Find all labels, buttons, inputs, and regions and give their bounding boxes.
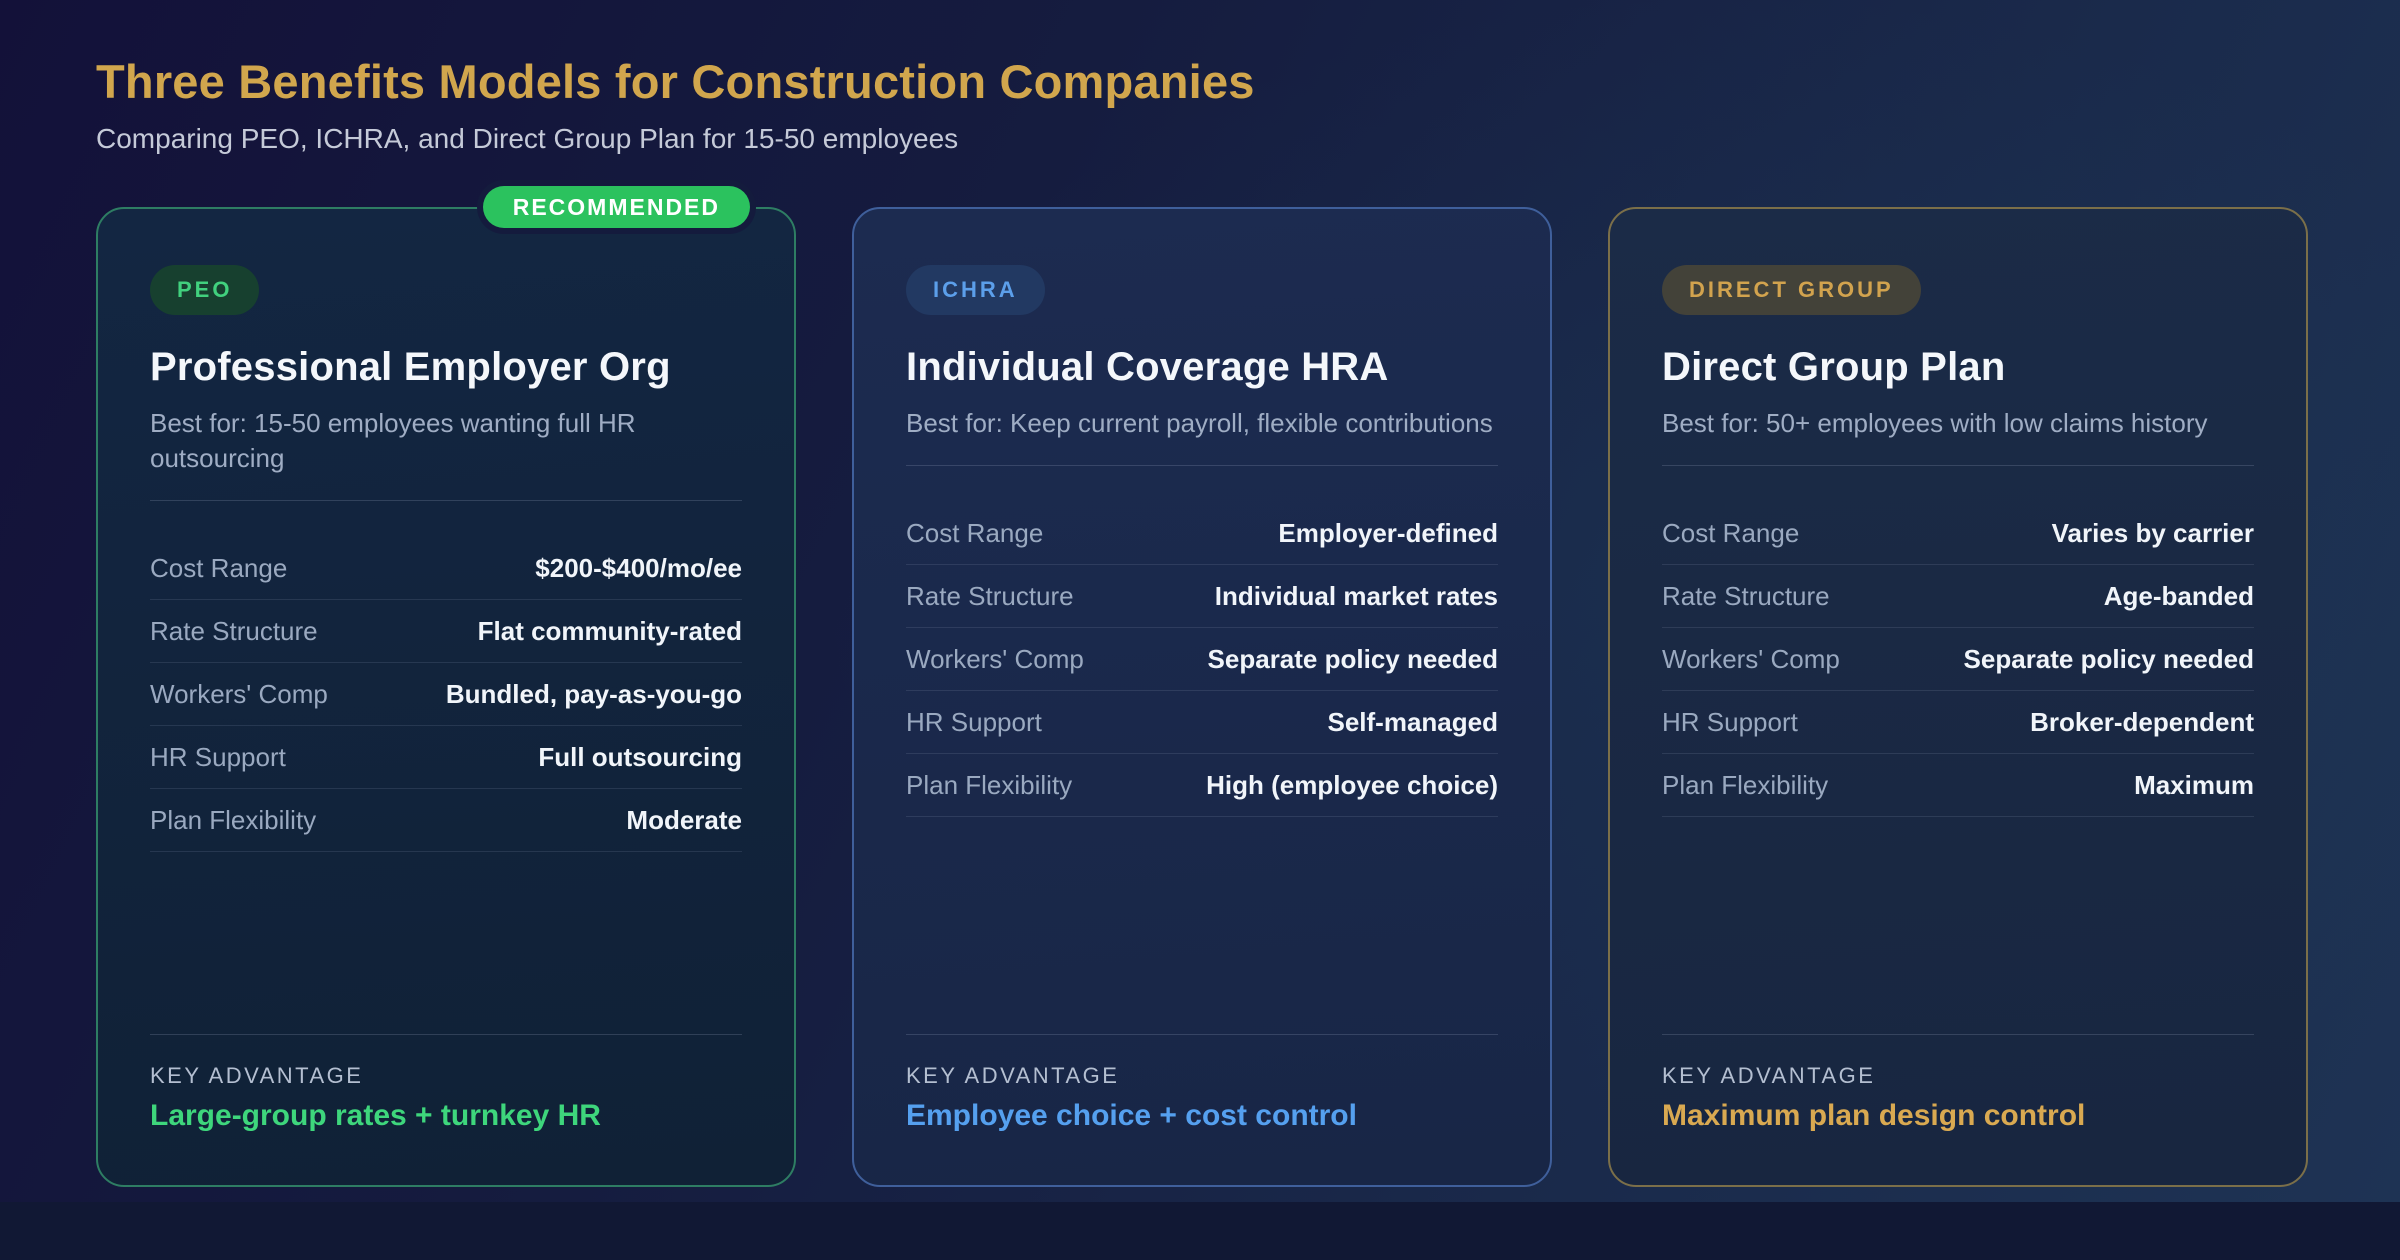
feature-label: Plan Flexibility <box>906 769 1073 800</box>
page-header: Three Benefits Models for Construction C… <box>96 55 2308 157</box>
feature-value: Individual market rates <box>1214 580 1498 611</box>
feature-value: $200-$400/mo/ee <box>535 552 742 583</box>
feature-value: Maximum <box>2134 769 2254 800</box>
feature-value: Separate policy needed <box>1963 643 2254 674</box>
card-title-direct-group: Direct Group Plan <box>1662 345 2006 390</box>
feature-value: Separate policy needed <box>1207 643 1498 674</box>
feature-value: Employer-defined <box>1278 517 1498 548</box>
features-table-ichra: Cost Range Employer-defined Rate Structu… <box>906 502 1499 818</box>
feature-label: Plan Flexibility <box>150 804 317 835</box>
feature-row: Rate Structure Flat community-rated <box>150 600 742 664</box>
key-advantage-label: KEY ADVANTAGE <box>1662 1063 1876 1089</box>
feature-value: Full outsourcing <box>538 741 742 772</box>
divider <box>1662 465 2254 467</box>
feature-row: Plan Flexibility Moderate <box>150 789 742 853</box>
feature-row: HR Support Full outsourcing <box>150 726 742 790</box>
feature-label: HR Support <box>150 741 286 772</box>
divider <box>906 1034 1498 1036</box>
plan-type-badge-peo: PEO <box>150 265 260 316</box>
spacer <box>906 817 1498 1034</box>
page-title: Three Benefits Models for Construction C… <box>96 55 1255 108</box>
best-for-peo: Best for: 15-50 employees wanting full H… <box>150 408 636 474</box>
features-table-peo: Cost Range $200-$400/mo/ee Rate Structur… <box>150 537 742 853</box>
key-advantage-text-ichra: Employee choice + cost control <box>906 1099 1357 1133</box>
feature-row: Plan Flexibility High (employee choice) <box>906 754 1498 818</box>
feature-value: Self-managed <box>1327 706 1499 737</box>
feature-row: Rate Structure Age-banded <box>1662 565 2254 629</box>
feature-label: HR Support <box>906 706 1042 737</box>
feature-row: Cost Range Employer-defined <box>906 502 1498 566</box>
feature-row: Cost Range Varies by carrier <box>1662 502 2254 566</box>
card-title-peo: Professional Employer Org <box>150 345 671 390</box>
feature-label: Plan Flexibility <box>1662 769 1829 800</box>
feature-row: HR Support Self-managed <box>906 691 1499 755</box>
feature-label: Cost Range <box>150 552 288 583</box>
card-ichra: ICHRA Individual Coverage HRA Best for: … <box>852 207 1552 1188</box>
recommended-badge: RECOMMENDED <box>482 186 750 229</box>
card-direct-group: DIRECT GROUP Direct Group Plan Best for:… <box>1608 207 2308 1188</box>
page-subtitle: Comparing PEO, ICHRA, and Direct Group P… <box>96 122 959 154</box>
plan-type-badge-direct-group: DIRECT GROUP <box>1662 265 1921 316</box>
key-advantage-text-direct-group: Maximum plan design control <box>1662 1099 2086 1133</box>
cards-row: RECOMMENDED PEO Professional Employer Or… <box>96 186 2308 1188</box>
feature-label: Workers' Comp <box>1662 643 1840 674</box>
spacer <box>1662 817 2254 1034</box>
feature-label: Rate Structure <box>150 615 318 646</box>
footer-strip <box>0 1202 2400 1260</box>
feature-row: Workers' Comp Separate policy needed <box>1662 628 2254 692</box>
feature-row: Plan Flexibility Maximum <box>1662 754 2254 818</box>
page: Three Benefits Models for Construction C… <box>96 55 2308 1202</box>
feature-label: Rate Structure <box>906 580 1074 611</box>
card-peo: RECOMMENDED PEO Professional Employer Or… <box>96 186 796 1188</box>
divider <box>906 465 1498 467</box>
feature-row: Workers' Comp Bundled, pay-as-you-go <box>150 663 742 727</box>
key-advantage-text-peo: Large-group rates + turnkey HR <box>150 1099 601 1133</box>
card-title-ichra: Individual Coverage HRA <box>906 345 1389 390</box>
divider <box>150 500 742 502</box>
feature-label: HR Support <box>1662 706 1798 737</box>
divider <box>1662 1034 2254 1036</box>
features-table-direct-group: Cost Range Varies by carrier Rate Struct… <box>1662 502 2254 818</box>
feature-value: High (employee choice) <box>1206 769 1498 800</box>
best-for-direct-group: Best for: 50+ employees with low claims … <box>1662 408 2208 439</box>
feature-row: Workers' Comp Separate policy needed <box>906 628 1498 692</box>
feature-row: Rate Structure Individual market rates <box>906 565 1498 629</box>
feature-value: Flat community-rated <box>477 615 742 646</box>
feature-label: Cost Range <box>906 517 1044 548</box>
feature-value: Broker-dependent <box>2030 706 2254 737</box>
divider <box>150 1034 742 1036</box>
feature-value: Moderate <box>626 804 742 835</box>
key-advantage-label: KEY ADVANTAGE <box>906 1063 1120 1089</box>
feature-label: Workers' Comp <box>150 678 328 709</box>
feature-row: Cost Range $200-$400/mo/ee <box>150 537 742 601</box>
spacer <box>150 852 742 1034</box>
feature-value: Age-banded <box>2103 580 2254 611</box>
best-for-ichra: Best for: Keep current payroll, flexible… <box>906 408 1493 439</box>
feature-value: Varies by carrier <box>2051 517 2254 548</box>
plan-type-badge-ichra: ICHRA <box>906 265 1045 316</box>
feature-row: HR Support Broker-dependent <box>1662 691 2254 755</box>
feature-label: Cost Range <box>1662 517 1800 548</box>
key-advantage-label: KEY ADVANTAGE <box>150 1063 364 1089</box>
feature-label: Workers' Comp <box>906 643 1084 674</box>
feature-value: Bundled, pay-as-you-go <box>445 678 742 709</box>
feature-label: Rate Structure <box>1662 580 1830 611</box>
